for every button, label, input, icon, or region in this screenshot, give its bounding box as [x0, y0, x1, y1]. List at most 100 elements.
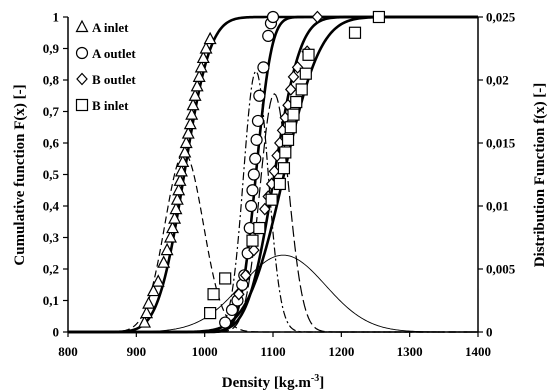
data-point-a-inlet — [190, 79, 204, 92]
legend-background — [74, 16, 164, 128]
data-point-b-inlet — [372, 10, 386, 24]
data-point-a-inlet — [194, 60, 208, 73]
data-point-b-inlet — [281, 133, 295, 146]
data-point-a-inlet — [157, 255, 171, 268]
data-point-a-outlet — [250, 133, 263, 146]
x-tick-label: 900 — [127, 344, 147, 359]
data-point-b-inlet — [207, 288, 220, 301]
data-point-a-inlet — [188, 88, 202, 101]
legend-marker-b-outlet — [76, 72, 88, 86]
data-point-a-outlet — [225, 303, 239, 317]
data-point-b-inlet — [253, 221, 266, 235]
data-point-b-outlet — [268, 164, 281, 178]
data-point-a-inlet — [168, 211, 182, 224]
data-point-a-outlet — [219, 316, 232, 329]
data-point-a-inlet — [172, 182, 186, 196]
data-point-a-inlet — [196, 50, 210, 64]
data-point-a-outlet — [249, 152, 262, 165]
data-point-a-outlet — [247, 168, 260, 181]
data-point-b-inlet — [299, 67, 312, 80]
y-left-tick-label: 0,5 — [43, 167, 60, 182]
data-point-a-inlet — [173, 173, 187, 186]
data-point-a-inlet — [170, 192, 184, 205]
data-point-a-inlet — [138, 315, 152, 328]
data-point-a-outlet — [245, 199, 258, 213]
data-point-a-outlet — [262, 29, 275, 43]
data-point-b-outlet — [258, 202, 271, 216]
data-point-a-inlet — [186, 97, 200, 111]
data-point-a-inlet — [176, 154, 190, 167]
data-point-a-inlet — [203, 31, 217, 45]
data-point-a-outlet — [266, 10, 280, 24]
data-point-a-inlet — [192, 69, 206, 82]
y-left-tick-label: 0,6 — [43, 136, 60, 151]
data-point-a-inlet — [181, 126, 195, 139]
legend-marker-a-outlet — [75, 46, 89, 60]
data-point-b-inlet — [295, 83, 308, 96]
data-point-a-inlet — [179, 135, 193, 149]
data-point-a-inlet — [146, 283, 160, 297]
data-point-a-inlet — [174, 164, 188, 177]
x-axis-title-superscript: -3 — [311, 373, 319, 384]
markers-layer — [138, 10, 386, 329]
data-point-b-inlet — [302, 48, 315, 61]
y-left-tick-label: 0,3 — [43, 230, 60, 245]
y-left-tick-label: 0,1 — [43, 293, 59, 308]
y-left-tick-label: 0,7 — [43, 104, 60, 119]
x-tick-label: 1200 — [328, 344, 354, 359]
data-point-b-outlet — [248, 243, 260, 257]
data-point-b-inlet — [219, 272, 232, 285]
legend-label-b-inlet: B inlet — [92, 98, 129, 113]
y-left-tick-label: 1 — [53, 10, 60, 25]
y-right-tick-label: 0,02 — [486, 73, 509, 88]
data-point-a-inlet — [151, 274, 165, 287]
data-point-b-inlet — [284, 121, 297, 134]
data-point-b-outlet — [287, 70, 300, 84]
data-point-a-inlet — [166, 220, 180, 234]
x-tick-label: 1300 — [397, 344, 423, 359]
data-point-a-inlet — [185, 107, 199, 120]
y-left-tick-label: 0,9 — [43, 41, 60, 56]
data-point-b-outlet — [239, 268, 252, 282]
y-axis-right-title: Distribution Function f(x) [-] — [532, 83, 548, 268]
y-left-tick-label: 0,4 — [43, 199, 60, 214]
data-point-a-inlet — [183, 116, 197, 130]
data-point-b-inlet — [277, 162, 291, 175]
legend: A inlet A outlet B outlet B inlet — [74, 16, 164, 128]
x-tick-label: 800 — [58, 344, 78, 359]
data-point-b-inlet — [287, 108, 300, 121]
distribution-fit-b-outlet — [68, 93, 478, 333]
data-point-b-inlet — [204, 307, 217, 320]
data-point-b-inlet — [246, 234, 259, 247]
data-point-a-inlet — [140, 305, 154, 319]
data-point-a-inlet — [164, 230, 177, 243]
data-point-b-inlet — [348, 26, 362, 39]
data-point-b-inlet — [265, 193, 278, 206]
distribution-fit-b-inlet — [68, 254, 478, 333]
y-left-tick-label: 0,2 — [43, 262, 59, 277]
legend-label-a-outlet: A outlet — [92, 46, 136, 61]
y-left-tick-label: 0 — [53, 325, 60, 340]
data-point-b-outlet — [311, 10, 324, 24]
data-point-a-outlet — [257, 61, 270, 74]
data-point-b-inlet — [279, 146, 292, 159]
data-point-b-outlet — [284, 83, 297, 96]
y-right-tick-label: 0,005 — [486, 262, 516, 277]
legend-label-a-inlet: A inlet — [92, 20, 129, 35]
y-axis-left-title: Cumulative function F(x) [-] — [12, 84, 28, 265]
legend-marker-b-inlet — [75, 98, 89, 112]
y-right-tick-label: 0,015 — [486, 136, 516, 151]
legend-marker-a-inlet — [75, 19, 89, 33]
data-point-a-inlet — [178, 145, 192, 158]
y-right-tick-label: 0,025 — [486, 10, 516, 25]
legend-label-b-outlet: B outlet — [92, 72, 136, 87]
data-point-a-inlet — [169, 201, 183, 215]
x-tick-label: 1100 — [260, 344, 285, 359]
data-point-b-inlet — [290, 95, 303, 109]
x-axis-title: Density [kg.m-3] — [222, 373, 325, 391]
ticks-layer: 800 900 1000 1100 1200 1300 1400 0 0,1 0,2 0,3 0,4 0… — [43, 10, 516, 360]
y-right-tick-label: 0 — [486, 325, 493, 340]
data-point-a-outlet — [253, 89, 266, 102]
data-point-a-inlet — [160, 242, 174, 256]
